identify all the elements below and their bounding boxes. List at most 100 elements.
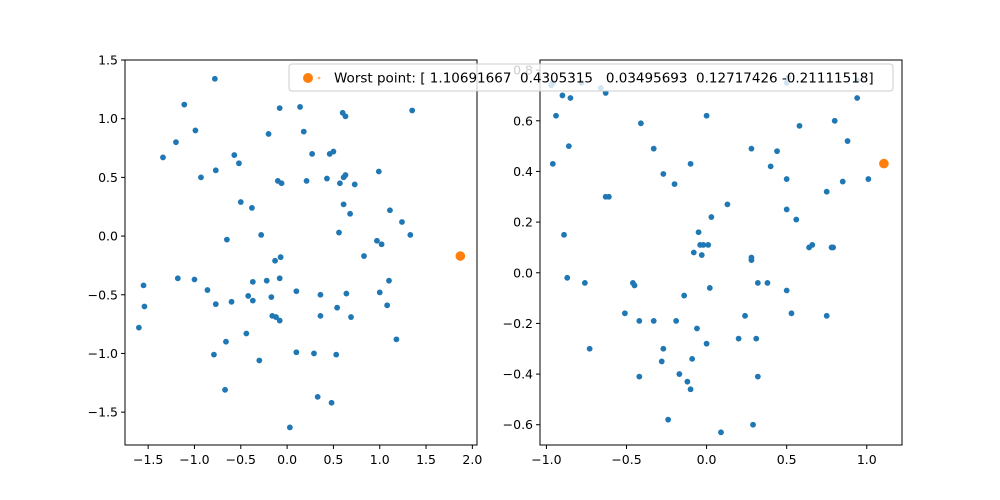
data-point: [660, 345, 667, 352]
data-point: [564, 274, 571, 281]
data-point: [276, 275, 283, 282]
data-point: [830, 244, 837, 251]
data-point: [650, 145, 657, 152]
data-point: [658, 358, 665, 365]
data-point: [223, 338, 229, 345]
data-point: [314, 393, 321, 400]
data-point: [386, 277, 392, 284]
data-point: [212, 167, 219, 174]
data-point: [265, 131, 272, 137]
data-point: [330, 148, 337, 155]
data-point: [621, 310, 628, 317]
data-point: [375, 168, 382, 175]
data-point: [309, 151, 316, 157]
x-tick-label: −1.5: [133, 452, 163, 467]
y-tick-label: 0.6: [513, 113, 533, 128]
data-point: [311, 350, 317, 357]
data-point: [694, 325, 700, 332]
data-point: [700, 242, 707, 248]
data-point: [303, 177, 310, 184]
data-point: [565, 143, 572, 150]
y-tick-label: −1.0: [88, 346, 118, 361]
data-point: [681, 292, 688, 299]
data-point: [695, 229, 702, 236]
data-point: [135, 324, 142, 331]
x-tick-label: 0.0: [277, 452, 297, 467]
legend-marker-tail: [317, 76, 321, 80]
data-point: [561, 231, 567, 238]
data-point: [581, 279, 588, 286]
data-point: [228, 298, 235, 305]
data-point: [293, 349, 300, 356]
data-point: [783, 176, 790, 182]
data-point: [181, 101, 188, 108]
data-point: [783, 287, 790, 294]
data-point: [231, 152, 238, 158]
data-point: [823, 312, 830, 319]
data-point: [735, 335, 742, 342]
legend-label: Worst point: [ 1.10691667 0.4305315 0.03…: [334, 71, 874, 87]
data-point: [638, 120, 644, 127]
data-point: [703, 112, 710, 119]
data-point: [340, 201, 347, 208]
data-point: [687, 386, 694, 393]
y-tick-label: −1.5: [88, 405, 118, 420]
data-point: [687, 160, 694, 167]
data-point: [387, 207, 393, 214]
data-point: [211, 351, 217, 358]
data-point: [268, 294, 275, 301]
data-point: [347, 210, 353, 217]
data-point: [249, 297, 256, 304]
axes-frame: [124, 59, 478, 446]
x-tick-label: 0.5: [777, 452, 797, 467]
data-point: [222, 386, 228, 393]
data-point: [204, 287, 211, 293]
data-point: [333, 351, 340, 358]
data-point: [748, 145, 755, 152]
y-tick-label: −0.2: [503, 316, 533, 331]
data-point: [293, 288, 300, 295]
x-tick-label: 1.0: [857, 452, 877, 467]
data-point: [748, 254, 755, 261]
data-point: [718, 429, 724, 436]
x-tick-label: −1.0: [531, 452, 561, 467]
data-point: [783, 206, 790, 213]
data-point: [665, 416, 672, 423]
data-point: [553, 112, 559, 119]
data-point: [774, 148, 780, 155]
data-point: [212, 301, 219, 308]
right-scatter-plot: −1.0 −0.5 0.0 0.5 1.0 −0.6 −0.4 −0.2 0.0 0.2 0.4 0.…: [503, 59, 903, 467]
data-point: [328, 399, 335, 406]
data-point: [703, 340, 710, 347]
data-point: [276, 105, 283, 112]
data-point: [317, 312, 324, 319]
data-point: [376, 289, 383, 296]
legend: Worst point: [ 1.10691667 0.4305315 0.03…: [288, 63, 894, 92]
x-tick-label: 1.0: [370, 452, 390, 467]
data-point: [796, 122, 803, 129]
data-point: [605, 193, 612, 200]
data-point: [567, 95, 574, 101]
x-tick-label: 2.0: [462, 452, 482, 467]
x-tick-label: 0.5: [323, 452, 343, 467]
data-point: [698, 252, 705, 258]
data-point: [788, 310, 795, 317]
worst-point-marker: [879, 158, 889, 169]
y-tick-label: −0.6: [503, 417, 533, 432]
data-point: [708, 214, 715, 220]
x-tick-label: 0.0: [697, 452, 717, 467]
data-point: [348, 314, 354, 320]
data-point: [839, 178, 846, 185]
data-point: [342, 113, 349, 120]
x-tick-label: −0.5: [226, 452, 256, 467]
data-point: [236, 160, 242, 167]
axes-frame: [539, 59, 903, 446]
data-point: [245, 293, 252, 299]
data-point: [764, 279, 771, 286]
data-point: [809, 242, 816, 248]
data-point: [754, 373, 761, 380]
data-point: [258, 231, 265, 238]
data-point: [336, 229, 342, 236]
data-point: [278, 180, 285, 187]
data-point: [337, 180, 343, 187]
